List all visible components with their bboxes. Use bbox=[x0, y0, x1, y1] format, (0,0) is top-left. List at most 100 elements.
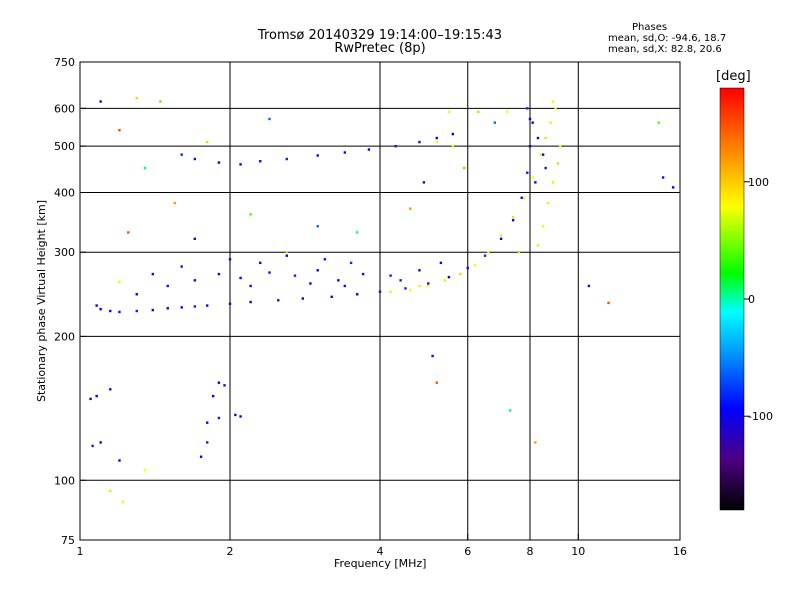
data-point bbox=[205, 304, 209, 307]
data-point bbox=[459, 272, 462, 276]
data-point bbox=[528, 117, 532, 121]
data-point bbox=[239, 276, 242, 280]
data-point bbox=[435, 136, 438, 140]
data-point bbox=[418, 269, 421, 272]
data-point bbox=[435, 140, 438, 144]
data-point bbox=[268, 117, 271, 121]
data-point bbox=[330, 295, 333, 299]
colorbar-tick-label: -100 bbox=[748, 410, 773, 423]
data-point bbox=[409, 288, 412, 292]
data-point bbox=[166, 307, 169, 310]
data-point bbox=[193, 157, 197, 161]
data-point bbox=[166, 284, 169, 288]
data-point bbox=[239, 415, 242, 418]
data-point bbox=[587, 284, 591, 288]
data-point bbox=[505, 110, 509, 114]
y-axis-label: Stationary phase Virtual Height [km] bbox=[35, 199, 48, 402]
data-point bbox=[517, 251, 521, 254]
data-point bbox=[607, 301, 610, 305]
data-point bbox=[217, 161, 221, 164]
data-point bbox=[523, 196, 526, 199]
data-point bbox=[180, 153, 183, 156]
data-point bbox=[451, 132, 455, 136]
stats-x-mode: mean, sd,X: 82.8, 20.6 bbox=[608, 44, 722, 55]
data-point bbox=[418, 284, 421, 288]
colorbar-tick-label: 0 bbox=[748, 293, 755, 306]
data-point bbox=[544, 166, 547, 170]
data-point bbox=[526, 171, 529, 174]
data-point bbox=[389, 290, 392, 293]
data-point bbox=[355, 293, 359, 296]
data-point bbox=[541, 153, 545, 156]
data-point bbox=[549, 121, 552, 124]
data-point bbox=[394, 144, 397, 148]
data-point bbox=[249, 284, 252, 288]
data-point bbox=[99, 307, 102, 311]
data-point bbox=[473, 263, 477, 267]
data-point bbox=[399, 279, 402, 282]
data-point bbox=[95, 304, 98, 307]
data-point bbox=[211, 394, 215, 398]
data-point bbox=[143, 468, 147, 472]
data-point bbox=[99, 100, 102, 103]
y-tick-label: 200 bbox=[54, 330, 75, 343]
data-point bbox=[409, 207, 412, 210]
data-point bbox=[534, 441, 537, 444]
data-point bbox=[536, 136, 540, 140]
data-point bbox=[259, 261, 262, 265]
data-point bbox=[109, 489, 112, 493]
data-point bbox=[249, 213, 252, 216]
data-point bbox=[95, 394, 98, 398]
data-point bbox=[671, 186, 675, 189]
y-tick-label: 100 bbox=[54, 474, 75, 487]
data-point bbox=[193, 305, 197, 308]
x-tick-label: 16 bbox=[673, 545, 687, 558]
chart-subtitle: RwPretec (8p) bbox=[334, 41, 426, 56]
data-point bbox=[118, 128, 121, 132]
data-point bbox=[483, 254, 487, 257]
data-point bbox=[193, 237, 197, 241]
data-point bbox=[531, 176, 534, 179]
x-tick-label: 2 bbox=[227, 545, 234, 558]
data-point bbox=[431, 354, 434, 358]
axis-ticks: 1 2 4 6 8 10 16 75 100 200 300 400 500 600 750 bbox=[54, 56, 687, 558]
data-point bbox=[151, 272, 155, 276]
data-point bbox=[127, 231, 130, 234]
data-point bbox=[422, 181, 426, 184]
data-point bbox=[546, 201, 550, 205]
data-point bbox=[228, 302, 232, 305]
data-point bbox=[223, 384, 226, 387]
data-point bbox=[355, 231, 359, 234]
data-point bbox=[99, 441, 102, 444]
data-point bbox=[118, 310, 121, 314]
data-point bbox=[343, 151, 347, 154]
colorbar-ticks: 100 0 -100 bbox=[744, 176, 773, 423]
colorbar bbox=[719, 87, 745, 511]
data-point bbox=[217, 416, 221, 420]
data-point bbox=[343, 284, 347, 288]
data-point bbox=[205, 140, 209, 144]
data-point bbox=[199, 455, 203, 458]
data-point bbox=[135, 309, 138, 313]
data-point bbox=[499, 237, 503, 241]
y-tick-label: 750 bbox=[54, 56, 75, 69]
data-point bbox=[249, 300, 252, 304]
data-point bbox=[367, 148, 371, 151]
data-point bbox=[285, 254, 288, 257]
data-point bbox=[493, 121, 497, 124]
data-point bbox=[462, 166, 466, 170]
data-point bbox=[316, 269, 319, 272]
data-point bbox=[277, 299, 280, 302]
data-point bbox=[511, 219, 515, 222]
data-point bbox=[418, 140, 421, 144]
data-point bbox=[337, 279, 340, 282]
data-point bbox=[541, 225, 545, 228]
data-point bbox=[180, 265, 183, 268]
data-point bbox=[228, 258, 232, 261]
data-point bbox=[487, 251, 490, 254]
data-point bbox=[316, 154, 319, 157]
grid-lines bbox=[80, 62, 680, 540]
data-point bbox=[661, 176, 665, 179]
data-point bbox=[404, 287, 407, 290]
